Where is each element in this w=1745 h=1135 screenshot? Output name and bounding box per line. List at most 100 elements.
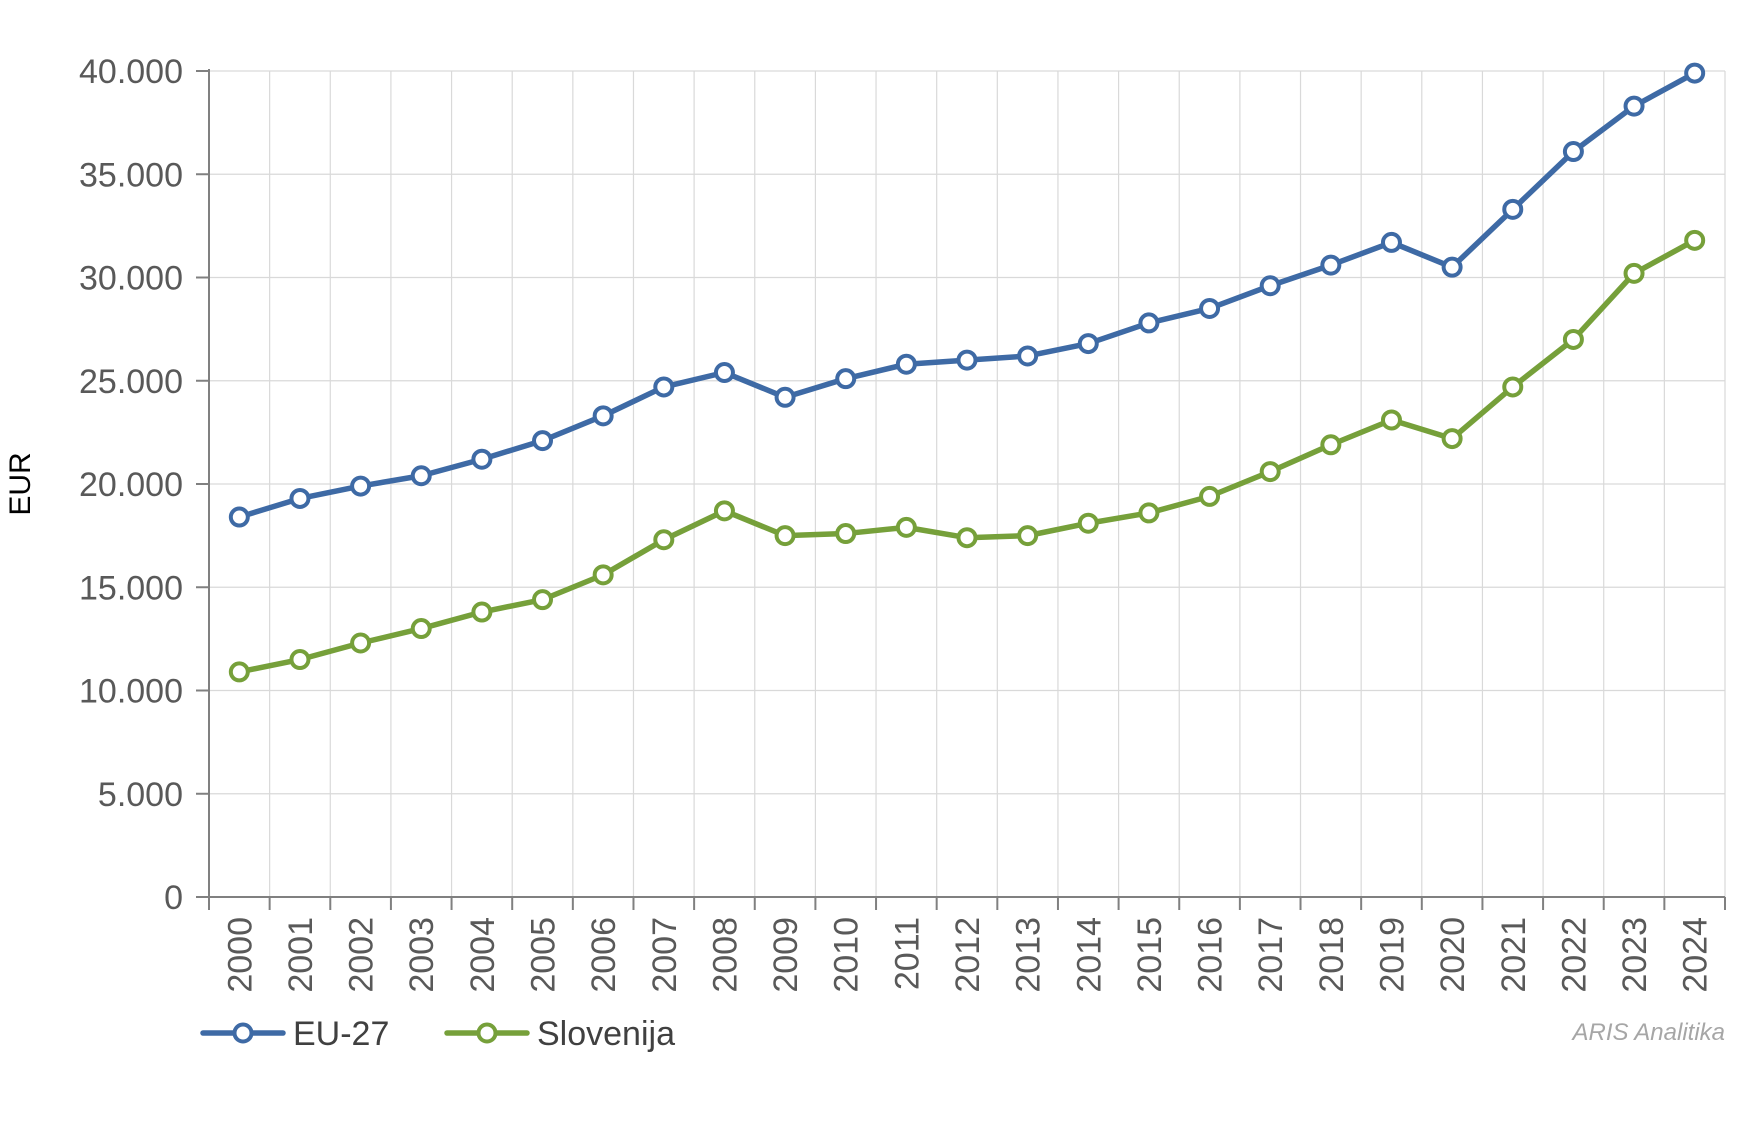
x-tick-label: 2006 xyxy=(585,917,623,993)
data-point xyxy=(1259,275,1281,297)
y-tick-label: 35.000 xyxy=(79,156,183,194)
data-point xyxy=(956,349,978,371)
data-point xyxy=(774,525,796,547)
watermark: ARIS Analitika xyxy=(1570,1019,1725,1046)
y-tick-label: 15.000 xyxy=(79,569,183,607)
series-slovenija xyxy=(228,229,1706,683)
data-point xyxy=(713,500,735,522)
data-point xyxy=(471,601,493,623)
data-point xyxy=(471,448,493,470)
x-tick-label: 2008 xyxy=(706,917,744,993)
data-point xyxy=(1380,231,1402,253)
data-point xyxy=(228,661,250,683)
x-tick-label: 2000 xyxy=(221,917,259,993)
y-tick-label: 20.000 xyxy=(79,466,183,504)
data-point xyxy=(1502,376,1524,398)
x-axis-tick-labels: 2000 2001 2002 2003 2004 2005 2006 2007 2008 2009… xyxy=(221,917,1714,993)
data-point xyxy=(289,487,311,509)
data-point xyxy=(1380,409,1402,431)
legend-label: Slovenija xyxy=(537,1015,675,1053)
x-tick-label: 2014 xyxy=(1070,917,1108,993)
x-tick-label: 2009 xyxy=(767,917,805,993)
legend-item: Slovenija xyxy=(444,1015,675,1053)
x-tick-label: 2023 xyxy=(1616,917,1654,993)
data-point xyxy=(1684,229,1706,251)
data-point xyxy=(1562,141,1584,163)
x-tick-label: 2003 xyxy=(403,917,441,993)
x-tick-label: 2012 xyxy=(949,917,987,993)
x-tick-label: 2015 xyxy=(1131,917,1169,993)
data-point xyxy=(895,516,917,538)
data-point xyxy=(228,506,250,528)
y-tick-label: 25.000 xyxy=(79,363,183,401)
data-point xyxy=(410,465,432,487)
legend-item: EU-27 xyxy=(200,1015,389,1053)
data-point xyxy=(1138,312,1160,334)
data-point xyxy=(1199,485,1221,507)
x-tick-label: 2002 xyxy=(343,917,381,993)
grid-lines xyxy=(209,70,1726,897)
data-point xyxy=(653,529,675,551)
data-point xyxy=(1077,512,1099,534)
data-point xyxy=(956,527,978,549)
x-tick-label: 2010 xyxy=(828,917,866,993)
x-tick-label: 2020 xyxy=(1434,917,1472,993)
data-point xyxy=(713,361,735,383)
x-tick-label: 2021 xyxy=(1495,917,1533,993)
x-tick-label: 2011 xyxy=(888,917,926,990)
data-point xyxy=(532,430,554,452)
data-point xyxy=(350,632,372,654)
data-point xyxy=(835,523,857,545)
data-point xyxy=(1138,502,1160,524)
data-point xyxy=(1199,297,1221,319)
data-point xyxy=(774,386,796,408)
data-point xyxy=(835,368,857,390)
y-axis-title: EUR xyxy=(4,452,37,515)
x-tick-label: 2019 xyxy=(1373,917,1411,993)
data-point xyxy=(1441,256,1463,278)
data-point xyxy=(1320,254,1342,276)
data-point xyxy=(350,475,372,497)
x-tick-label: 2004 xyxy=(464,917,502,993)
x-tick-label: 2017 xyxy=(1252,917,1290,993)
series-line xyxy=(236,237,1698,675)
y-axis-tick-labels: 0 5.000 10.000 15.000 20.000 25.000 30.000 35.0… xyxy=(79,53,183,917)
legend-swatch-marker xyxy=(232,1022,254,1044)
legend-label: EU-27 xyxy=(293,1015,389,1053)
y-tick-label: 5.000 xyxy=(98,776,183,814)
y-tick-label: 0 xyxy=(164,879,183,917)
data-point xyxy=(895,353,917,375)
data-point xyxy=(1259,461,1281,483)
x-tick-label: 2001 xyxy=(282,917,320,993)
x-tick-label: 2022 xyxy=(1555,917,1593,993)
data-point xyxy=(653,376,675,398)
data-point xyxy=(592,564,614,586)
y-tick-label: 30.000 xyxy=(79,260,183,298)
data-point xyxy=(1562,328,1584,350)
data-point xyxy=(1623,95,1645,117)
series-eu-27 xyxy=(228,62,1706,528)
data-point xyxy=(1502,198,1524,220)
y-tick-label: 10.000 xyxy=(79,673,183,711)
series-line xyxy=(236,70,1698,520)
legend: EU-27 Slovenija xyxy=(200,1015,675,1053)
x-tick-label: 2024 xyxy=(1677,917,1715,993)
x-tick-label: 2016 xyxy=(1192,917,1230,993)
data-point xyxy=(1077,333,1099,355)
data-point xyxy=(1017,345,1039,367)
data-point xyxy=(592,405,614,427)
data-point xyxy=(1441,428,1463,450)
data-point xyxy=(532,589,554,611)
data-point xyxy=(1623,262,1645,284)
y-tick-label: 40.000 xyxy=(79,53,183,91)
x-tick-label: 2005 xyxy=(525,917,563,993)
data-point xyxy=(289,649,311,671)
x-tick-label: 2018 xyxy=(1313,917,1351,993)
series-layer xyxy=(228,62,1706,683)
data-point xyxy=(1320,434,1342,456)
data-point xyxy=(410,618,432,640)
data-point xyxy=(1017,525,1039,547)
legend-swatch-marker xyxy=(476,1022,498,1044)
x-tick-label: 2007 xyxy=(646,917,684,993)
